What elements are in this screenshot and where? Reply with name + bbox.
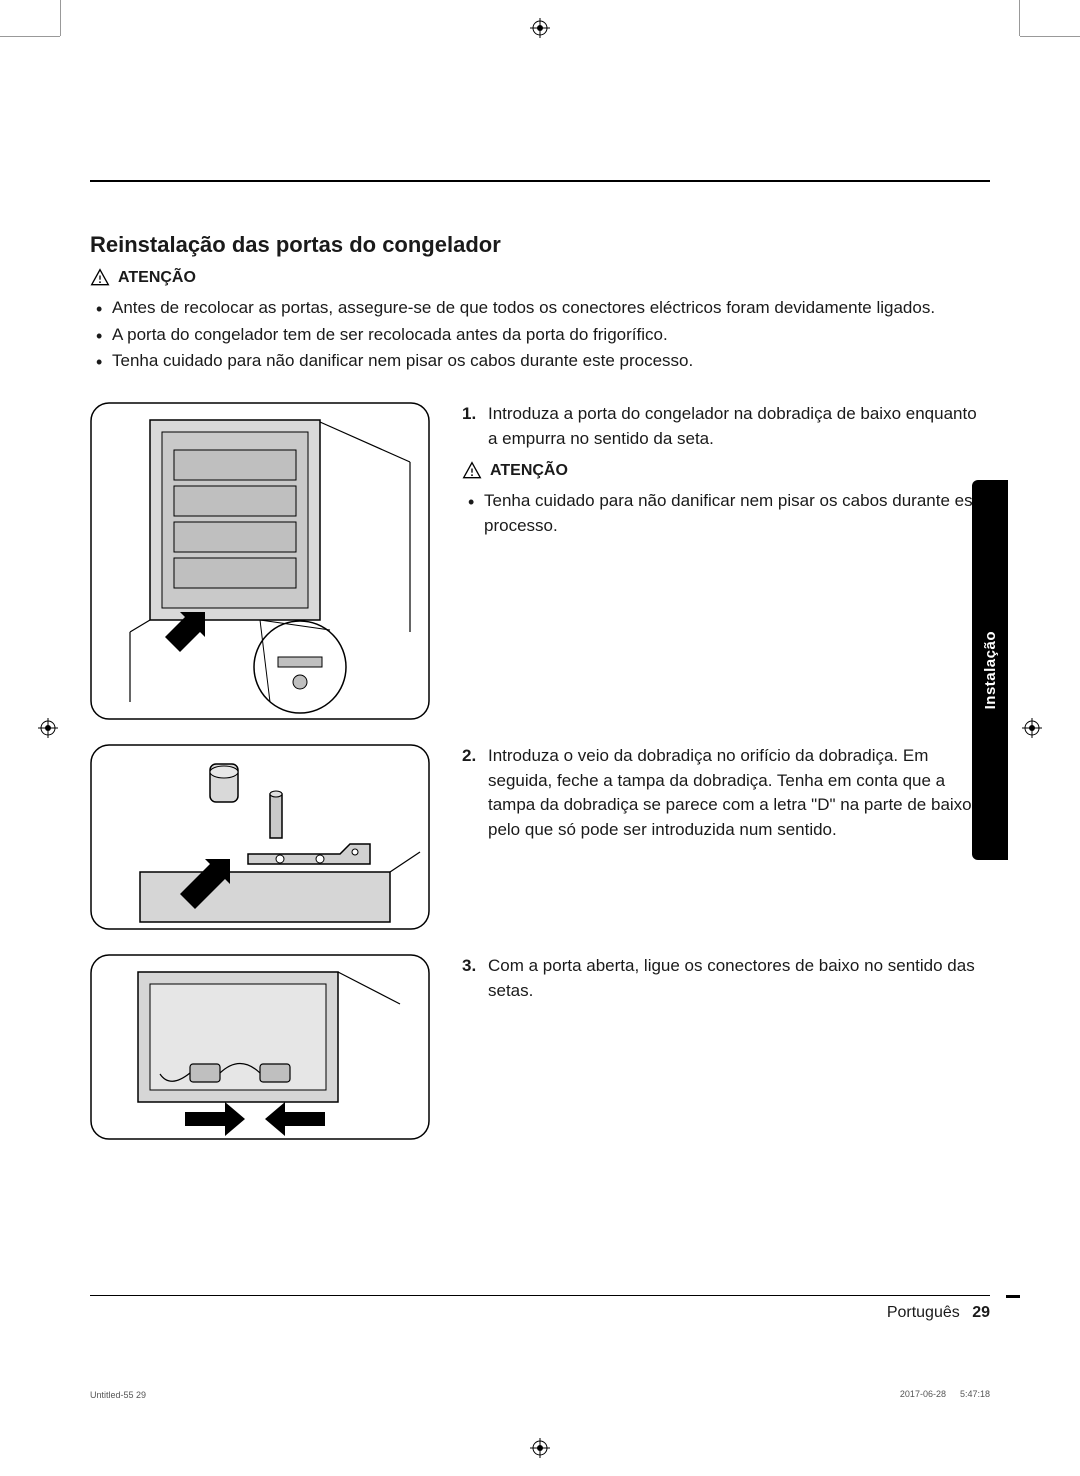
step-3: 3. Com a porta aberta, ligue os conector… [90, 954, 990, 1140]
registration-mark-icon [530, 1438, 550, 1458]
footer-rule [90, 1295, 990, 1296]
registration-mark-icon [1022, 718, 1042, 738]
footer-tick [1006, 1295, 1020, 1298]
registration-mark-icon [530, 18, 550, 38]
step-1-text: 1. Introduza a porta do congelador na do… [462, 402, 990, 720]
bullet-item: Tenha cuidado para não danificar nem pis… [90, 349, 990, 374]
step-2-figure [90, 744, 430, 930]
crop-mark [1019, 0, 1020, 36]
warning-header: ATENÇÃO [462, 461, 990, 481]
page-content: Reinstalação das portas do congelador AT… [90, 50, 990, 1426]
footer-text: Português 29 [887, 1304, 990, 1322]
footer-page-number: 29 [972, 1304, 990, 1321]
step-2: 2. Introduza o veio da dobradiça no orif… [90, 744, 990, 930]
warning-icon [90, 268, 110, 288]
step-body: Com a porta aberta, ligue os conectores … [488, 956, 975, 1000]
step-3-figure [90, 954, 430, 1140]
print-meta-left: Untitled-55 29 [90, 1390, 146, 1400]
step-body: Introduza o veio da dobradiça no orifíci… [488, 746, 976, 839]
warning-icon [462, 461, 482, 481]
step-number: 3. [462, 954, 476, 979]
registration-mark-icon [38, 718, 58, 738]
section-tab: Instalação [972, 480, 1008, 860]
print-meta-right: 2017-06-28 5:47:18 [900, 1387, 990, 1400]
crop-mark [1020, 36, 1080, 37]
step-2-text: 2. Introduza o veio da dobradiça no orif… [462, 744, 990, 930]
step-body: Introduza a porta do congelador na dobra… [488, 404, 977, 448]
bullet-item: Antes de recolocar as portas, assegure-s… [90, 296, 990, 321]
warning-header: ATENÇÃO [90, 268, 990, 288]
warning-label: ATENÇÃO [490, 462, 568, 480]
warning-label: ATENÇÃO [118, 269, 196, 287]
step-number: 2. [462, 744, 476, 769]
step-item: 1. Introduza a porta do congelador na do… [462, 402, 990, 451]
step-1: 1. Introduza a porta do congelador na do… [90, 402, 990, 720]
step-1-warn-bullets: Tenha cuidado para não danificar nem pis… [462, 489, 990, 538]
section-tab-label: Instalação [982, 631, 999, 709]
step-1-figure [90, 402, 430, 720]
top-rule [90, 180, 990, 182]
crop-mark [60, 0, 61, 36]
bullet-item: Tenha cuidado para não danificar nem pis… [462, 489, 990, 538]
step-number: 1. [462, 402, 476, 427]
step-item: 3. Com a porta aberta, ligue os conector… [462, 954, 990, 1003]
step-3-text: 3. Com a porta aberta, ligue os conector… [462, 954, 990, 1140]
section-heading: Reinstalação das portas do congelador [90, 232, 990, 258]
crop-mark [0, 36, 60, 37]
footer-language: Português [887, 1304, 960, 1321]
bullet-item: A porta do congelador tem de ser recoloc… [90, 323, 990, 348]
step-item: 2. Introduza o veio da dobradiça no orif… [462, 744, 990, 843]
top-bullet-list: Antes de recolocar as portas, assegure-s… [90, 296, 990, 374]
